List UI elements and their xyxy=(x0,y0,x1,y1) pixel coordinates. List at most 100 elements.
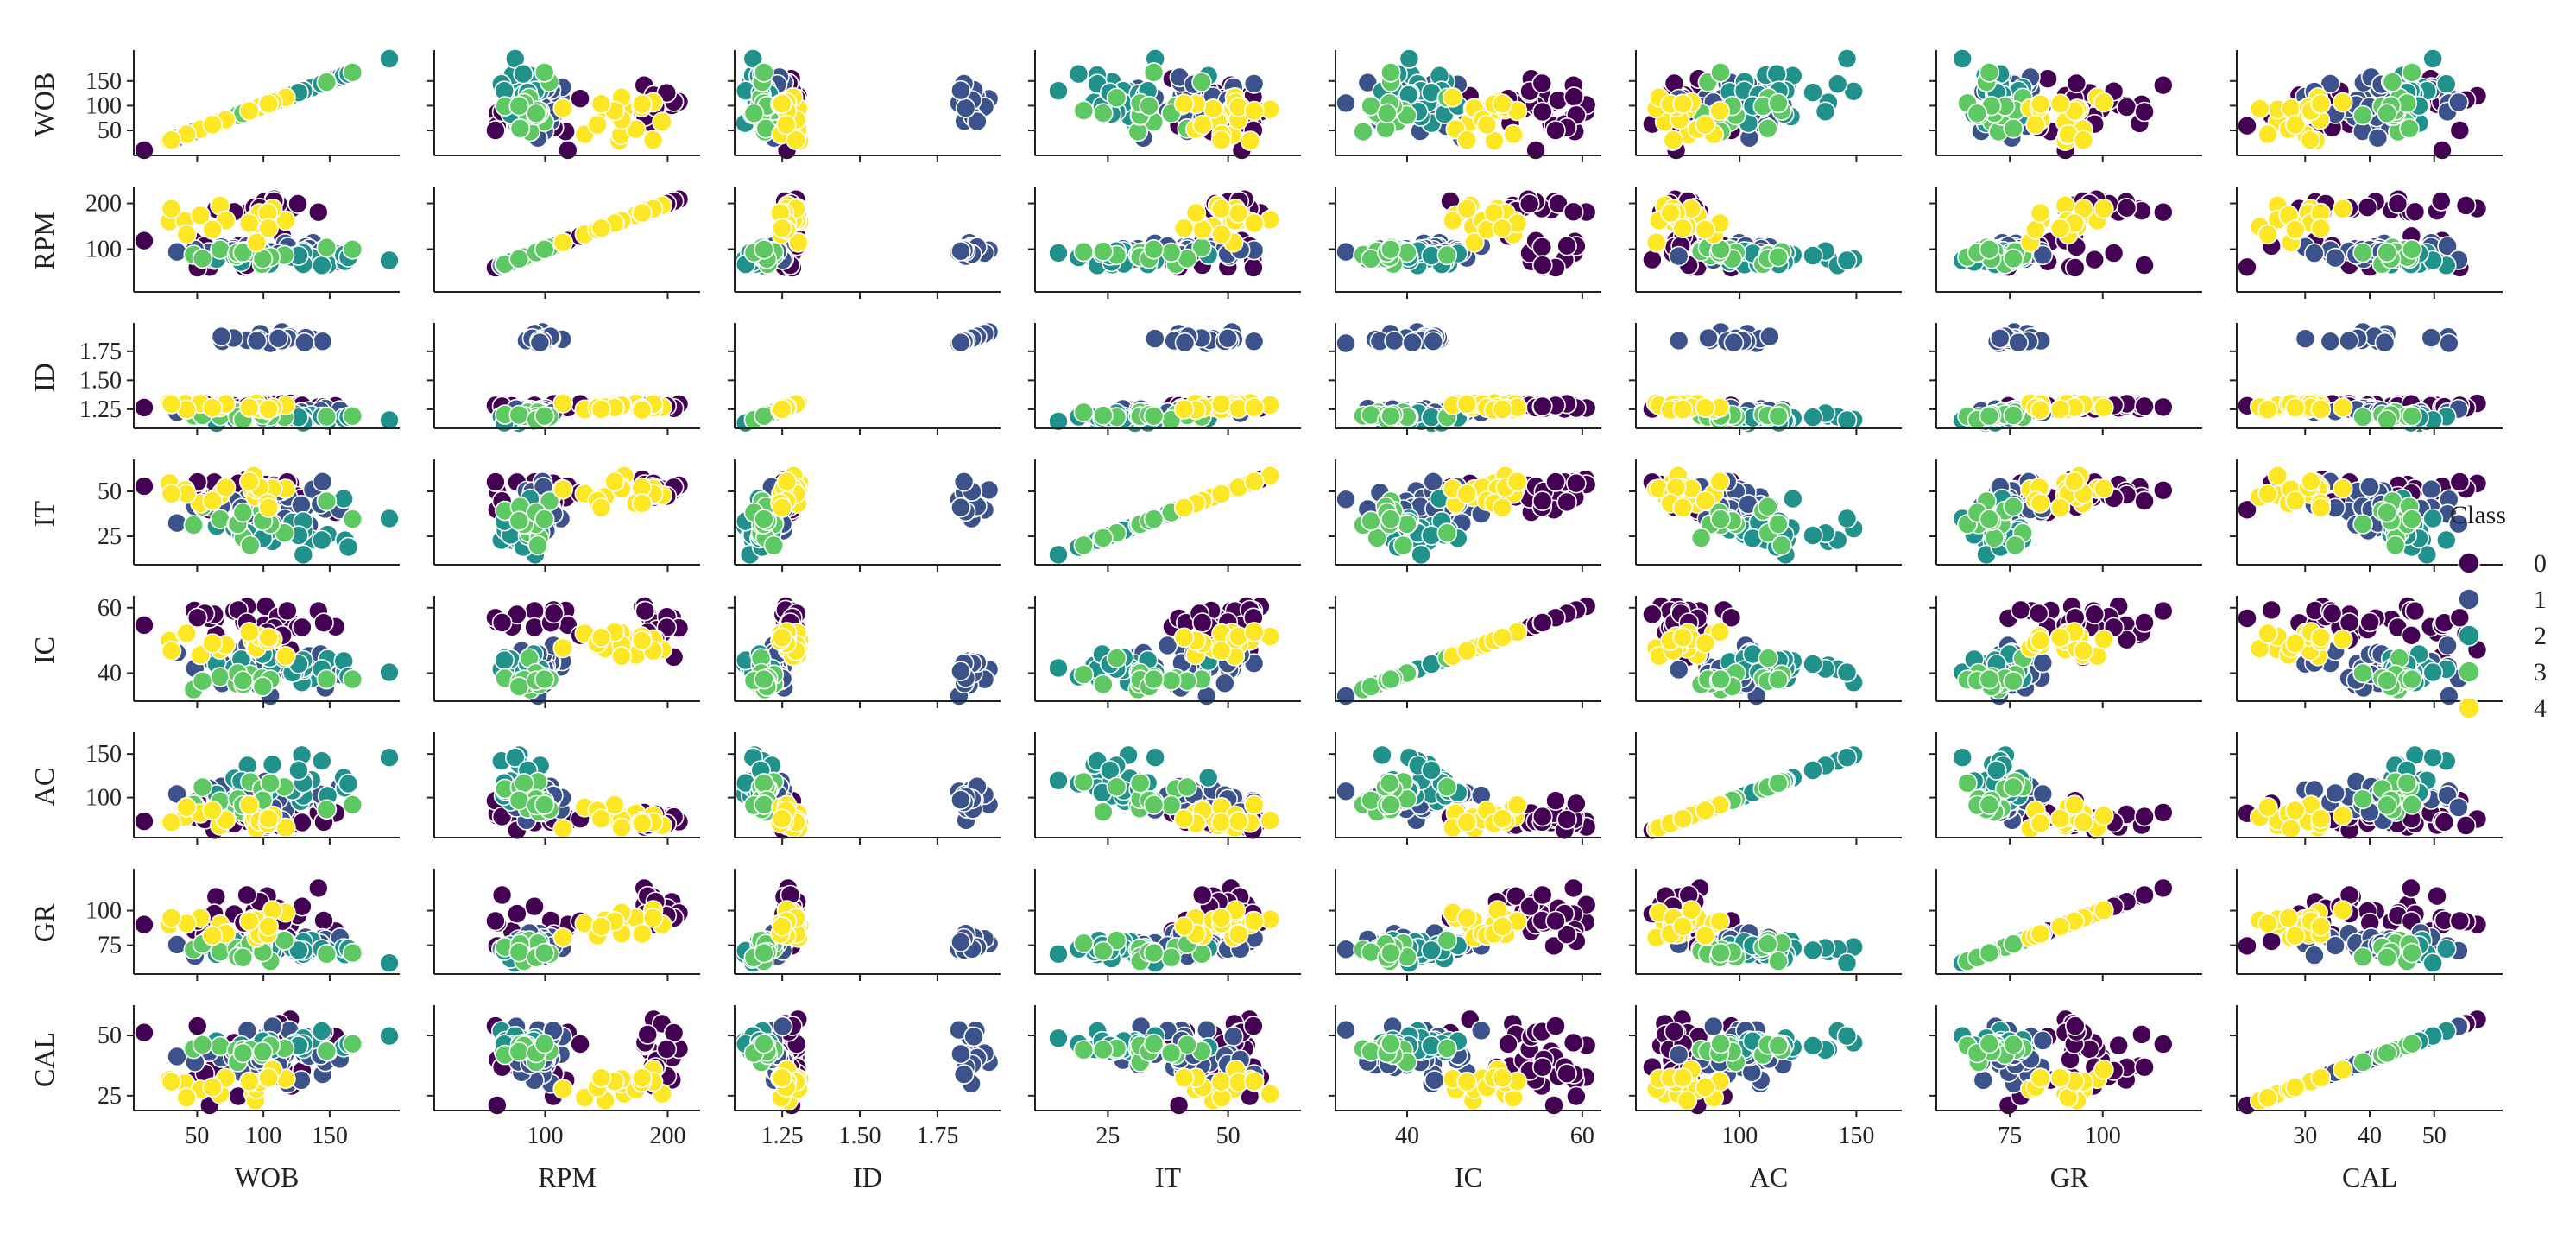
point-class-3 xyxy=(2377,103,2397,124)
point-class-4 xyxy=(161,199,182,219)
point-class-0 xyxy=(287,193,308,214)
point-class-4 xyxy=(772,399,792,420)
point-class-2 xyxy=(338,536,359,558)
point-class-4 xyxy=(1492,93,1513,114)
point-class-1 xyxy=(1668,245,1689,267)
point-class-4 xyxy=(202,633,223,654)
point-class-4 xyxy=(772,627,792,649)
point-class-3 xyxy=(754,509,774,530)
y-axis-label-id: ID xyxy=(28,363,60,392)
point-class-1 xyxy=(2421,478,2442,500)
point-class-4 xyxy=(2030,202,2051,224)
point-class-4 xyxy=(1663,130,1684,150)
y-tick-label: 200 xyxy=(85,191,122,218)
point-class-3 xyxy=(316,72,338,92)
point-class-4 xyxy=(258,93,279,114)
point-class-4 xyxy=(2257,483,2278,504)
point-class-0 xyxy=(2153,74,2174,96)
point-class-1 xyxy=(1335,241,1356,263)
point-class-2 xyxy=(1803,407,1823,428)
panel-wob-vs-it xyxy=(1028,48,1301,162)
point-class-4 xyxy=(1492,218,1513,239)
point-class-1 xyxy=(1243,73,1265,94)
point-class-3 xyxy=(316,490,338,512)
point-class-3 xyxy=(1191,72,1212,92)
point-class-0 xyxy=(2116,198,2137,218)
point-class-4 xyxy=(238,212,260,234)
panel-ic-vs-id xyxy=(728,596,1001,708)
point-class-3 xyxy=(526,103,546,124)
point-class-4 xyxy=(1709,471,1730,492)
point-class-3 xyxy=(240,535,261,556)
point-class-3 xyxy=(2384,535,2406,556)
point-class-4 xyxy=(1211,224,1232,245)
point-class-4 xyxy=(1456,199,1477,219)
point-class-4 xyxy=(1456,484,1477,504)
point-class-3 xyxy=(316,406,338,427)
y-tick-label: 1.75 xyxy=(79,339,122,365)
point-class-0 xyxy=(635,600,656,622)
point-class-2 xyxy=(1836,48,1858,69)
panel-wob-vs-id xyxy=(728,48,1001,162)
point-class-4 xyxy=(176,224,197,245)
point-class-0 xyxy=(2066,73,2087,94)
point-class-1 xyxy=(2320,331,2341,352)
point-class-3 xyxy=(1073,402,1095,423)
point-class-3 xyxy=(1377,103,1398,124)
point-class-4 xyxy=(1506,471,1528,492)
point-class-1 xyxy=(246,330,268,351)
panel-rpm-vs-gr xyxy=(1929,187,2202,299)
point-class-4 xyxy=(1456,394,1477,415)
point-class-3 xyxy=(1758,118,1778,139)
point-class-3 xyxy=(1979,668,2000,690)
point-class-2 xyxy=(1836,409,1858,431)
point-class-2 xyxy=(1398,48,1420,69)
point-class-0 xyxy=(292,617,313,638)
point-class-4 xyxy=(786,130,806,150)
point-class-4 xyxy=(590,497,612,518)
point-class-4 xyxy=(772,93,792,114)
point-class-2 xyxy=(2436,529,2457,551)
point-class-3 xyxy=(1073,100,1095,121)
point-class-4 xyxy=(202,114,223,136)
point-class-1 xyxy=(1423,331,1443,352)
point-class-4 xyxy=(161,640,182,661)
point-class-4 xyxy=(2093,629,2114,650)
point-class-1 xyxy=(950,497,971,518)
point-class-3 xyxy=(232,670,254,692)
point-class-0 xyxy=(2153,396,2174,418)
point-class-0 xyxy=(2153,201,2174,223)
point-class-4 xyxy=(258,399,279,420)
point-class-3 xyxy=(1380,668,1401,690)
panel-id-vs-cal xyxy=(2230,321,2503,435)
point-class-0 xyxy=(2455,195,2477,216)
panel-it-vs-ac xyxy=(1629,459,1902,572)
point-class-3 xyxy=(754,62,774,83)
point-class-4 xyxy=(1672,497,1694,518)
panel-id-vs-gr xyxy=(1929,321,2202,435)
point-class-2 xyxy=(1803,525,1823,546)
point-class-4 xyxy=(552,637,574,659)
point-class-4 xyxy=(631,399,653,421)
y-axis-label-it: IT xyxy=(28,500,60,527)
point-class-2 xyxy=(379,508,400,529)
point-class-1 xyxy=(1335,686,1356,706)
point-class-4 xyxy=(176,623,197,644)
point-class-3 xyxy=(1436,244,1458,266)
point-class-4 xyxy=(202,490,223,511)
point-class-4 xyxy=(238,100,260,122)
point-class-4 xyxy=(590,399,612,420)
point-class-1 xyxy=(950,79,971,101)
point-class-1 xyxy=(2439,332,2459,354)
y-tick-label: 50 xyxy=(98,478,122,505)
point-class-4 xyxy=(775,114,797,136)
point-class-4 xyxy=(1456,130,1477,150)
point-class-0 xyxy=(1518,193,1540,214)
point-class-2 xyxy=(311,255,332,276)
point-class-3 xyxy=(1353,121,1373,142)
point-class-4 xyxy=(2310,497,2332,518)
point-class-4 xyxy=(1695,490,1716,511)
point-class-3 xyxy=(183,515,205,535)
point-class-3 xyxy=(754,668,774,690)
